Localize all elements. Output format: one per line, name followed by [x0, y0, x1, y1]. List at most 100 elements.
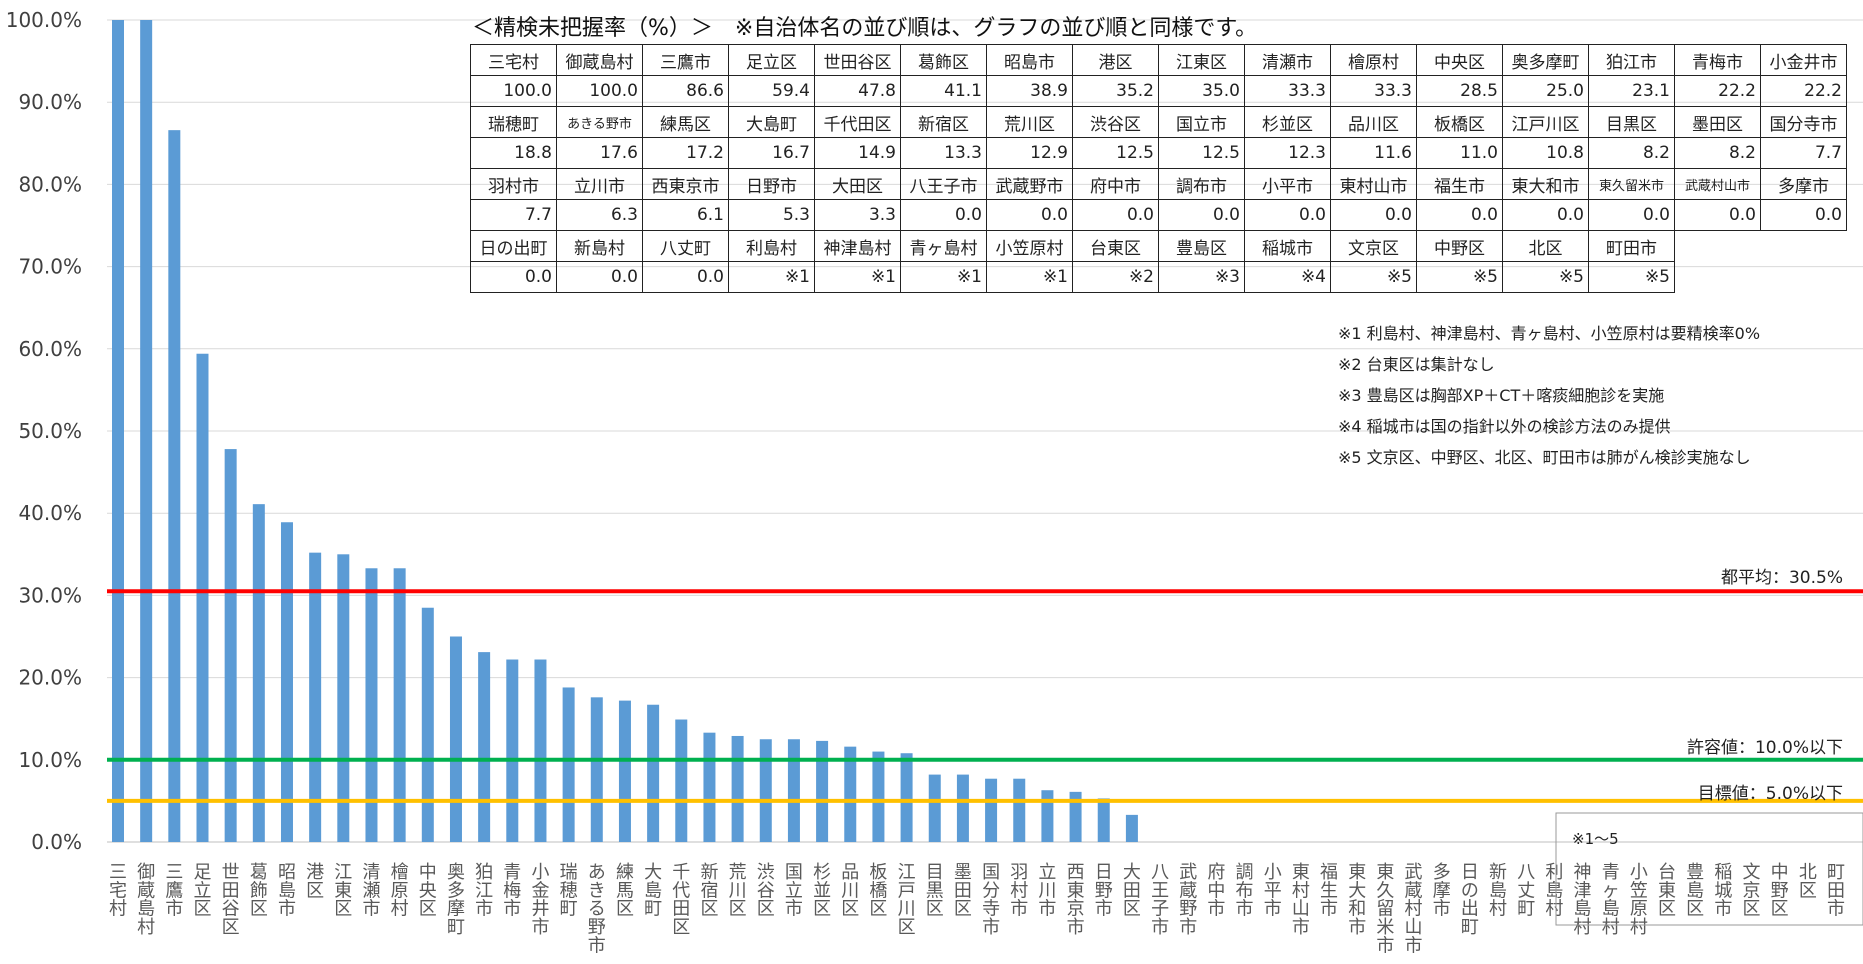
- table-name-cell: 檜原村: [1330, 44, 1417, 76]
- table-value-cell: 0.0: [556, 261, 643, 293]
- bar: [478, 652, 491, 842]
- table-value-cell: 18.8: [470, 137, 557, 169]
- table-name-cell: 小金井市: [1760, 44, 1847, 76]
- x-tick-label: 品川区: [841, 862, 859, 920]
- table-value-cell: 8.2: [1588, 137, 1675, 169]
- bar: [956, 774, 969, 842]
- bar: [140, 20, 153, 842]
- table-value-cell: ※4: [1244, 261, 1331, 293]
- bar: [759, 739, 772, 842]
- x-tick-label: 国分寺市: [982, 862, 1000, 938]
- table-name-cell: 羽村市: [470, 168, 557, 200]
- y-tick-label: 100.0%: [6, 8, 82, 32]
- table-name-cell: 昭島市: [986, 44, 1073, 76]
- table-name-cell: 国立市: [1158, 106, 1245, 138]
- x-tick-label: 東久留米市: [1376, 862, 1394, 956]
- table-name-cell: 稲城市: [1244, 230, 1331, 262]
- x-tick-label: 大田区: [1123, 862, 1141, 920]
- bar: [309, 552, 322, 842]
- table-value-cell: ※5: [1502, 261, 1589, 293]
- table-name-cell: 東大和市: [1502, 168, 1589, 200]
- table-name-cell: 東久留米市: [1588, 168, 1675, 200]
- table-name-cell: 中野区: [1416, 230, 1503, 262]
- table-name-cell: 荒川区: [986, 106, 1073, 138]
- table-value-cell: 0.0: [1330, 199, 1417, 231]
- table-name-cell: 港区: [1072, 44, 1159, 76]
- bar: [928, 774, 941, 842]
- x-tick-label: 立川市: [1038, 862, 1056, 920]
- footnotes: ※1 利島村、神津島村、青ヶ島村、小笠原村は要精検率0% ※2 台東区は集計なし…: [1338, 318, 1760, 473]
- x-tick-label: 日野市: [1095, 862, 1113, 920]
- table-name-cell: 板橋区: [1416, 106, 1503, 138]
- table-value-cell: 12.5: [1158, 137, 1245, 169]
- table-value-cell: 11.6: [1330, 137, 1417, 169]
- x-tick-label: 墨田区: [954, 862, 972, 920]
- table-name-cell: 江東区: [1158, 44, 1245, 76]
- table-name-cell: 日の出町: [470, 230, 557, 262]
- table-value-cell: 6.1: [642, 199, 729, 231]
- x-tick-label: 江東区: [334, 862, 352, 920]
- bars: [112, 20, 1138, 842]
- x-tick-label: 東大和市: [1348, 862, 1366, 938]
- footnote-2: ※2 台東区は集計なし: [1338, 355, 1495, 374]
- table-value-row: 0.0 0.0 0.0 ※1 ※1 ※1 ※1 ※2 ※3 ※4 ※5 ※5 ※5 ※5: [470, 261, 1847, 293]
- x-tick-label: 多摩市: [1433, 862, 1451, 920]
- table-value-cell: 16.7: [728, 137, 815, 169]
- table-value-cell: 5.3: [728, 199, 815, 231]
- bar: [252, 504, 265, 842]
- table-name-cell: 中央区: [1416, 44, 1503, 76]
- x-tick-label: 調布市: [1236, 862, 1254, 920]
- table-value-cell: 28.5: [1416, 75, 1503, 107]
- bar: [618, 700, 631, 842]
- table-name-cell: 清瀬市: [1244, 44, 1331, 76]
- y-axis: 0.0% 10.0% 20.0% 30.0% 40.0% 50.0% 60.0% 70.0% 8…: [6, 8, 82, 854]
- ref-label-average: 都平均：30.5%: [1720, 568, 1843, 588]
- bar: [1041, 790, 1054, 842]
- table-value-cell: ※2: [1072, 261, 1159, 293]
- table-value-cell: 100.0: [556, 75, 643, 107]
- table-value-row: 18.8 17.6 17.2 16.7 14.9 13.3 12.9 12.5 12.5 12.3…: [470, 137, 1847, 169]
- table-value-cell: ※1: [900, 261, 987, 293]
- bar: [1097, 798, 1110, 842]
- table-name-cell: 練馬区: [642, 106, 729, 138]
- x-tick-label: 台東区: [1658, 862, 1676, 920]
- table-name-cell: 江戸川区: [1502, 106, 1589, 138]
- x-tick-label: 板橋区: [869, 862, 887, 920]
- table-name-cell: 墨田区: [1674, 106, 1761, 138]
- table-value-cell: 100.0: [470, 75, 557, 107]
- table-name-cell: 青ヶ島村: [900, 230, 987, 262]
- bar: [224, 449, 237, 842]
- x-tick-label: 青梅市: [503, 862, 521, 920]
- table-name-cell: 大島町: [728, 106, 815, 138]
- table-value-cell: 10.8: [1502, 137, 1589, 169]
- table-value-cell: 0.0: [470, 261, 557, 293]
- table-value-cell: 0.0: [1158, 199, 1245, 231]
- table-name-cell: 葛飾区: [900, 44, 987, 76]
- table-name-cell: 瑞穂町: [470, 106, 557, 138]
- x-axis-labels: 三宅村御蔵島村三鷹市足立区世田谷区葛飾区昭島市港区江東区清瀬市檜原村中央区奥多摩…: [109, 861, 1845, 956]
- ref-label-allowable: 許容値：10.0%以下: [1686, 738, 1843, 758]
- table-value-cell: 7.7: [1760, 137, 1847, 169]
- x-tick-label: 千代田区: [672, 862, 690, 938]
- x-tick-label: 清瀬市: [362, 862, 380, 920]
- unmeasured-box: [1555, 812, 1863, 926]
- table-value-cell: ※5: [1416, 261, 1503, 293]
- table-value-cell: 35.2: [1072, 75, 1159, 107]
- bar: [1125, 814, 1138, 842]
- table-value-cell: ※1: [814, 261, 901, 293]
- x-tick-label: 羽村市: [1010, 862, 1028, 920]
- table-title: ＜精検未把握率（%）＞ ※自治体名の並び順は、グラフの並び順と同様です。: [472, 16, 1258, 41]
- x-tick-label: 小笠原村: [1630, 862, 1648, 938]
- x-tick-label: 小金井市: [531, 862, 549, 938]
- table-name-cell: 品川区: [1330, 106, 1417, 138]
- table-value-cell: 17.2: [642, 137, 729, 169]
- bar: [816, 740, 829, 842]
- table-value-cell: 6.3: [556, 199, 643, 231]
- table-name-cell: 渋谷区: [1072, 106, 1159, 138]
- x-tick-label: 三宅村: [109, 862, 127, 920]
- table-value-cell: 0.0: [1674, 199, 1761, 231]
- table-name-cell: 台東区: [1072, 230, 1159, 262]
- bar: [280, 522, 293, 842]
- box-note: ※1～5: [1572, 830, 1619, 848]
